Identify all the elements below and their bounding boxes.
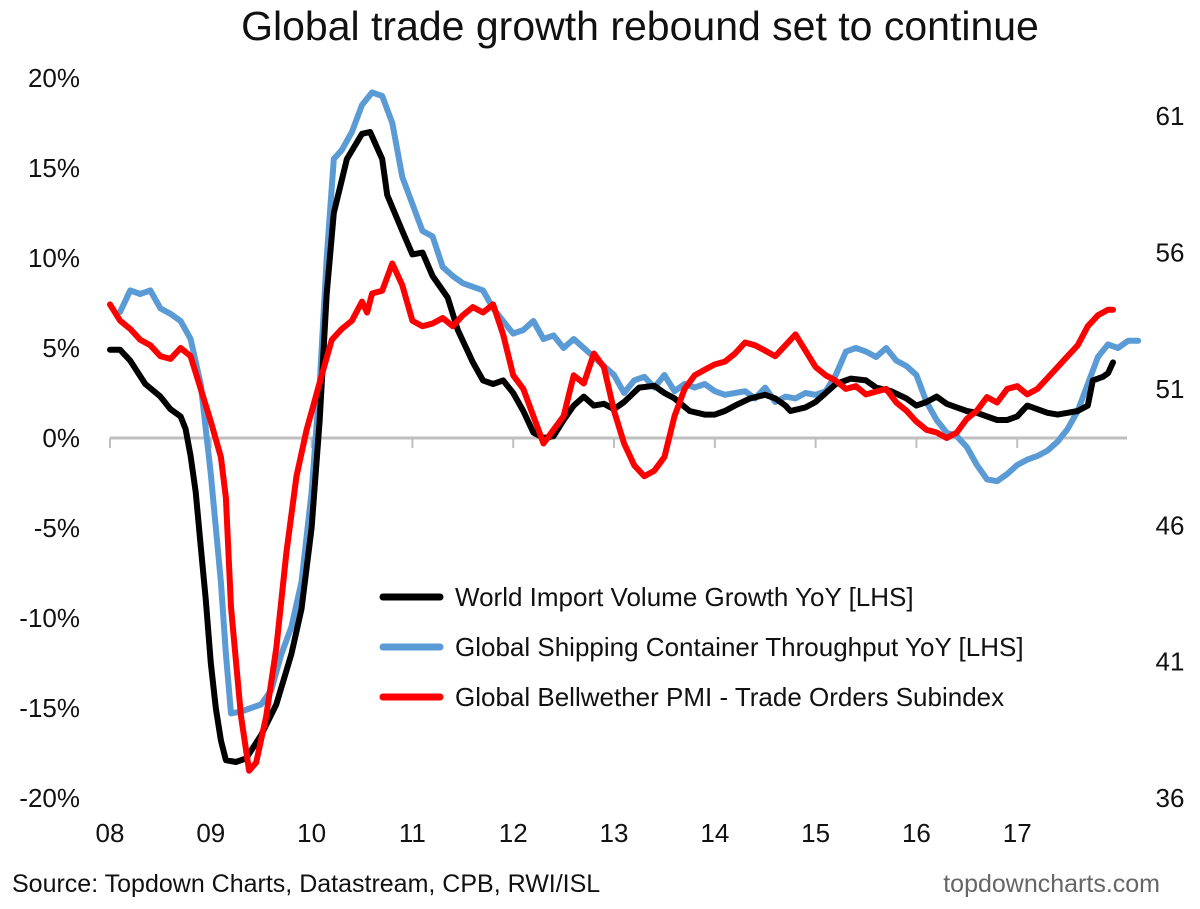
x-tick-label: 11 — [399, 818, 426, 848]
left-tick-label: 10% — [28, 243, 80, 273]
series-line-3 — [107, 260, 1116, 774]
legend-label-2: Global Shipping Container Throughput YoY… — [455, 632, 1024, 662]
left-tick-label: -5% — [34, 513, 80, 543]
chart-title: Global trade growth rebound set to conti… — [241, 3, 1039, 49]
legend-label-1: World Import Volume Growth YoY [LHS] — [455, 582, 914, 612]
left-axis: -20% -15% -10% -5% 0% 5% 10% 15% 20% — [19, 63, 80, 813]
right-axis: 36 41 46 51 56 61 — [1156, 101, 1185, 813]
legend-label-3: Global Bellwether PMI - Trade Orders Sub… — [455, 682, 1004, 712]
right-tick-label: 61 — [1156, 101, 1185, 131]
right-tick-label: 56 — [1156, 238, 1185, 268]
right-tick-label: 36 — [1156, 783, 1185, 813]
source-note: Source: Topdown Charts, Datastream, CPB,… — [12, 870, 600, 898]
series-line-2 — [117, 89, 1142, 717]
left-tick-label: 20% — [28, 63, 80, 93]
left-tick-label: -20% — [19, 783, 80, 813]
series-line-1 — [107, 129, 1116, 765]
brand-label: topdowncharts.com — [943, 870, 1160, 898]
right-tick-label: 41 — [1156, 647, 1185, 677]
x-tick-label: 17 — [1003, 818, 1032, 848]
x-tick-label: 12 — [499, 818, 528, 848]
legend: World Import Volume Growth YoY [LHS] Glob… — [379, 582, 1024, 712]
left-tick-label: 0% — [42, 423, 80, 453]
x-tick-label: 08 — [96, 818, 125, 848]
x-tick-label: 14 — [700, 818, 729, 848]
right-tick-label: 46 — [1156, 510, 1185, 540]
left-tick-label: 5% — [42, 333, 80, 363]
x-tick-label: 10 — [297, 818, 326, 848]
left-tick-label: 15% — [28, 153, 80, 183]
x-tick-label: 15 — [801, 818, 830, 848]
right-tick-label: 51 — [1156, 374, 1185, 404]
series-layer — [107, 89, 1142, 774]
left-tick-label: -15% — [19, 693, 80, 723]
left-tick-label: -10% — [19, 603, 80, 633]
x-tick-label: 13 — [600, 818, 629, 848]
x-tick-label: 16 — [902, 818, 931, 848]
x-tick-label: 09 — [196, 818, 225, 848]
